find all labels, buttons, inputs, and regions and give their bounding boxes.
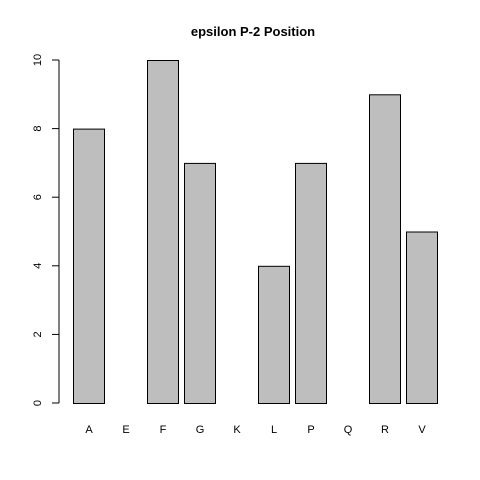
bar-G (184, 162, 216, 404)
y-tick-label: 2 (32, 331, 44, 337)
x-tick-label: A (85, 424, 93, 436)
bar-A (73, 128, 105, 404)
y-axis: 0 2 4 6 8 10 (32, 54, 60, 406)
y-tick-label: 6 (32, 194, 44, 200)
y-tick-label: 4 (32, 263, 44, 269)
bar-P (295, 162, 327, 404)
x-tick-label: K (233, 424, 241, 436)
x-tick-label: F (160, 424, 167, 436)
bar-L (258, 265, 290, 404)
x-tick-label: G (196, 424, 205, 436)
bar-R (369, 94, 401, 405)
bar-F (147, 60, 179, 404)
bars (73, 60, 438, 405)
x-tick-label: E (122, 424, 129, 436)
y-tick-label: 10 (32, 54, 44, 66)
x-tick-label: L (271, 424, 277, 436)
x-tick-label: P (307, 424, 314, 436)
y-tick-label: 8 (32, 126, 44, 132)
x-tick-label: R (381, 424, 389, 436)
chart-title: epsilon P-2 Position (191, 24, 315, 39)
x-tick-label: Q (344, 424, 353, 436)
y-tick-label: 0 (32, 400, 44, 406)
bar-V (406, 231, 438, 404)
x-tick-label: V (418, 424, 426, 436)
